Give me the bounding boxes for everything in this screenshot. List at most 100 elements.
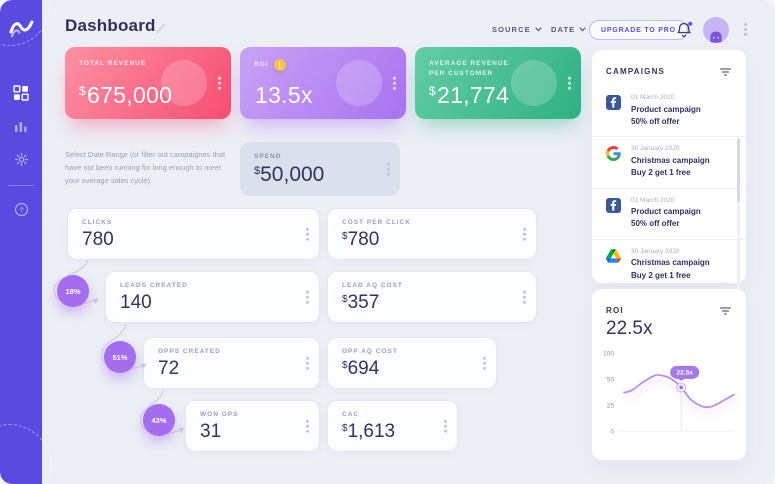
campaign-list-item[interactable]: 30 January 2020 Christmas campaign Buy 2… [592,238,746,290]
metric-value: $694 [342,358,380,379]
dashed-circle-decoration-bottom [0,424,52,484]
google-drive-icon [606,249,621,263]
opps-created-card: OPPS CREATED 72 [143,337,320,389]
metric-value: 780 [82,229,114,250]
lead-aq-cost-card: LEAD AQ COST $357 [327,271,537,323]
facebook-icon [606,197,621,213]
card-kebab-menu[interactable] [306,290,309,304]
avatar[interactable] [703,17,729,43]
total-revenue-card: TOTAL REVENUE $675,000 [65,47,231,119]
roi-filter-button[interactable] [718,301,733,320]
campaign-offer: Buy 2 get 1 free [631,270,691,280]
metric-label: LEAD AQ COST [342,282,403,289]
opp-aq-cost-card: OPP AQ COST $694 [327,337,497,389]
avatar-person-icon [710,31,722,43]
card-kebab-menu[interactable] [523,227,526,241]
card-kebab-menu[interactable] [387,162,390,176]
date-range-note: Select Date Range (or filter out campaig… [65,150,226,185]
metric-value: $357 [342,292,380,313]
average-revenue-card: AVERAGE REVENUE PER CUSTOMER $21,774 [415,47,581,119]
roi-panel-title: ROI [606,306,624,315]
card-kebab-menu[interactable] [306,419,309,433]
card-circle-decoration [161,60,207,106]
metric-label: OPPS CREATED [158,348,221,355]
filter-icon [720,307,731,315]
app-logo[interactable] [8,13,35,39]
nav-settings-button[interactable] [8,146,34,172]
edit-pencil-icon [155,23,166,34]
nav-analytics-button[interactable] [8,113,34,139]
campaigns-list: 01 March 2020 Product campaign 50% off o… [592,86,746,290]
metric-value: 31 [200,421,222,442]
info-exclamation-icon[interactable]: ! [273,59,286,71]
metric-value: $1,613 [342,421,396,442]
metric-label: LEADS CREATED [120,282,188,289]
cost-per-click-card: COST PER CLICK $780 [327,208,537,260]
card-kebab-menu[interactable] [306,227,309,241]
axis-tick-label: 50 [607,376,615,383]
metric-label: OPP AQ COST [342,348,398,355]
campaign-list-item[interactable]: 01 March 2020 Product campaign 50% off o… [592,187,746,239]
card-kebab-menu[interactable] [306,356,309,370]
roi-panel: ROI 22.5x 0 25 50 100 22.5x [592,289,746,460]
conversion-badge: 43% [143,404,175,436]
card-kebab-menu[interactable] [393,76,396,90]
metric-value: 140 [120,292,152,313]
metric-label: WON OPS [200,411,239,418]
campaign-list-item[interactable]: 01 March 2020 Product campaign 50% off o… [592,86,746,136]
logo-wave-icon [9,20,34,38]
chevron-down-icon [579,27,586,32]
nav-help-button[interactable]: ? [8,196,34,222]
conversion-badge: 51% [104,341,136,373]
campaigns-panel: CAMPAIGNS 01 March 2020 Product campaign… [592,50,746,320]
spend-card: SPEND $50,000 [240,142,400,196]
campaign-date: 30 January 2020 [631,247,680,255]
metric-label: CAC [342,411,360,418]
nav-dashboard-button[interactable] [8,80,34,106]
card-kebab-menu[interactable] [483,356,486,370]
chart-marker-dot [679,385,683,390]
campaign-offer: 50% off offer [631,219,680,229]
spend-label: SPEND [254,153,282,160]
campaign-date: 30 January 2020 [631,145,680,153]
kpi-label: ROI [254,61,269,69]
card-kebab-menu[interactable] [218,76,221,90]
edit-title-button[interactable] [153,22,167,41]
dashboard-grid-icon [13,85,29,101]
card-kebab-menu[interactable] [523,290,526,304]
campaign-name: Product campaign [631,104,701,114]
campaign-list-item[interactable]: 30 January 2020 Christmas campaign Buy 2… [592,136,746,187]
campaigns-scrollbar-track[interactable] [737,138,740,320]
card-kebab-menu[interactable] [444,419,447,433]
header-kebab-menu[interactable] [744,23,747,36]
notification-dot [688,21,693,26]
kpi-label: AVERAGE REVENUE PER CUSTOMER [429,60,509,77]
campaign-name: Christmas campaign [631,258,710,268]
date-dropdown[interactable]: DATE [551,25,586,34]
kpi-label: TOTAL REVENUE [79,60,147,67]
filter-icon [720,68,731,76]
google-icon [606,146,621,162]
notifications-button[interactable] [676,21,693,44]
source-dropdown[interactable]: SOURCE [492,25,542,34]
conversion-badge: 18% [57,275,89,307]
date-dropdown-label: DATE [551,25,576,34]
page-title: Dashboard [65,16,156,35]
chart-tooltip [670,365,700,379]
won-ops-card: WON OPS 31 [185,400,320,452]
help-icon: ? [14,202,28,216]
campaigns-filter-button[interactable] [718,62,733,81]
source-dropdown-label: SOURCE [492,25,531,34]
clicks-card: CLICKS 780 [67,208,320,260]
campaigns-scrollbar-thumb[interactable] [737,138,740,202]
card-circle-decoration [336,60,382,106]
leads-created-card: LEADS CREATED 140 [105,271,320,323]
campaign-date: 01 March 2020 [631,94,675,101]
gear-icon [14,152,28,166]
metric-value: 72 [158,358,180,379]
axis-tick-label: 25 [607,402,615,409]
upgrade-to-pro-button[interactable]: UPGRADE TO PRO [589,20,688,40]
kpi-value: 13.5x [255,82,313,108]
card-kebab-menu[interactable] [568,76,571,90]
